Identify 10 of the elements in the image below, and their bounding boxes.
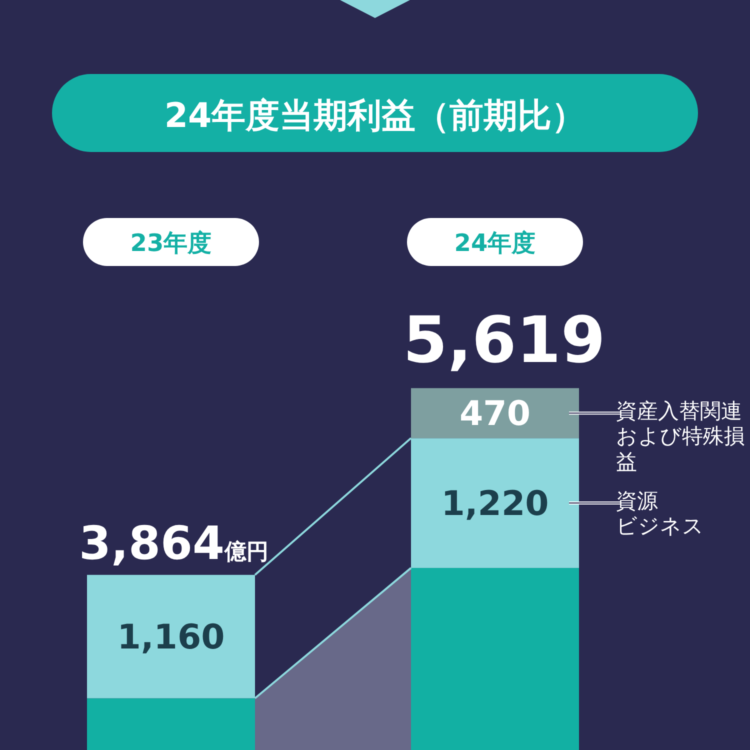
chart-title: 24年度当期利益（前期比） bbox=[164, 96, 586, 136]
total-label: 3,864億円 bbox=[79, 516, 269, 570]
total-label: 5,619 bbox=[403, 304, 606, 378]
x-tick-label: 24年度 bbox=[454, 229, 536, 257]
data-label: 1,160 bbox=[117, 618, 225, 658]
data-label: 470 bbox=[460, 394, 530, 434]
series-label: 資産入替関連および特殊損益 bbox=[616, 399, 746, 475]
x-tick-label: 23年度 bbox=[130, 229, 212, 257]
series-label: 資源ビジネス bbox=[616, 489, 704, 540]
data-label: 1,220 bbox=[441, 484, 549, 524]
